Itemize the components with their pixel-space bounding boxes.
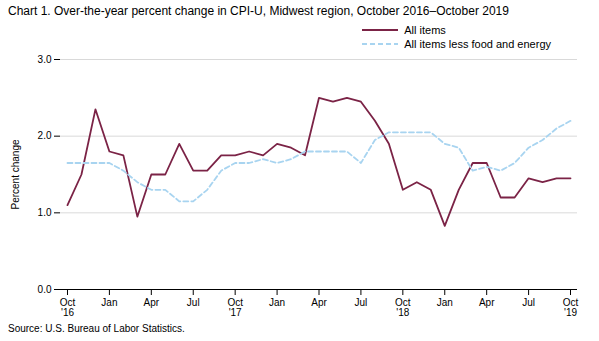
svg-text:Jan: Jan [269,297,285,308]
svg-text:Oct'16: Oct'16 [60,297,76,318]
svg-text:0.0: 0.0 [38,284,52,295]
svg-text:Jan: Jan [437,297,453,308]
html-text:All items less food and energy: All items less food and energy [404,38,551,50]
html-text:All items: All items [404,24,446,36]
svg-text:1.0: 1.0 [38,207,52,218]
svg-text:Apr: Apr [311,297,327,308]
svg-text:Oct'17: Oct'17 [227,297,243,318]
svg-text:Apr: Apr [479,297,495,308]
svg-text:2.0: 2.0 [38,130,52,141]
svg-text:Jul: Jul [355,297,368,308]
svg-text:Percent change: Percent change [10,139,21,209]
svg-text:Jul: Jul [522,297,535,308]
svg-text:Oct'18: Oct'18 [395,297,411,318]
svg-text:Oct'19: Oct'19 [563,297,579,318]
svg-text:3.0: 3.0 [38,54,52,65]
html-text:Chart 1. Over-the-year percent: Chart 1. Over-the-year percent change in… [8,4,509,18]
svg-text:Apr: Apr [144,297,160,308]
html-text:Source: U.S. Bureau of Labor S: Source: U.S. Bureau of Labor Statistics. [8,323,185,334]
svg-text:Jul: Jul [187,297,200,308]
svg-text:Jan: Jan [101,297,117,308]
